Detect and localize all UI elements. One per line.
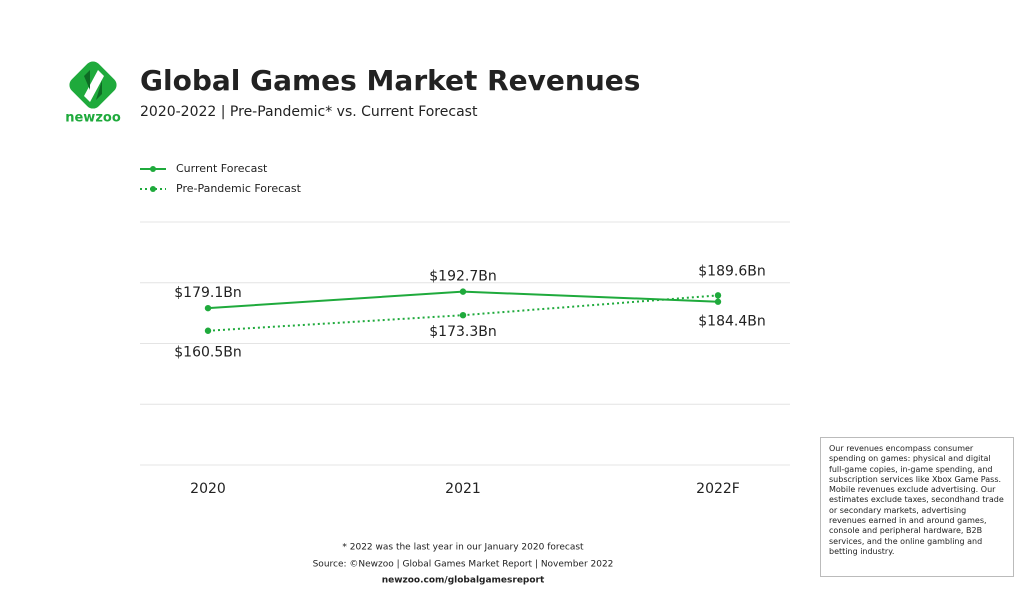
chart-subtitle: 2020-2022 | Pre-Pandemic* vs. Current Fo… [140, 104, 478, 120]
point [204, 327, 212, 334]
x-tick-label: 2020 [190, 481, 226, 497]
legend-label: Current Forecast [176, 162, 268, 175]
legend-dot [150, 186, 156, 192]
value-label: $184.4Bn [698, 314, 765, 330]
value-label: $160.5Bn [174, 345, 241, 361]
x-tick-label: 2021 [445, 481, 481, 497]
point [714, 292, 722, 299]
point [204, 304, 212, 312]
value-label: $179.1Bn [174, 285, 241, 301]
source: Source: ©Newzoo | Global Games Market Re… [313, 560, 614, 570]
chart-title: Global Games Market Revenues [140, 64, 640, 97]
logo-text: newzoo [65, 111, 121, 126]
value-label: $189.6Bn [698, 263, 765, 279]
footnote: * 2022 was the last year in our January … [342, 543, 584, 553]
value-label: $192.7Bn [429, 269, 496, 285]
point [714, 298, 722, 305]
point [459, 288, 467, 295]
logo-icon [69, 61, 117, 109]
url: newzoo.com/globalgamesreport [382, 576, 545, 586]
legend-label: Pre-Pandemic Forecast [176, 182, 302, 195]
value-label: $173.3Bn [429, 324, 496, 340]
point [459, 311, 467, 319]
x-tick-label: 2022F [696, 481, 740, 497]
legend-dot [150, 166, 156, 172]
note-box: Our revenues encompass consumer spending… [820, 437, 1014, 577]
